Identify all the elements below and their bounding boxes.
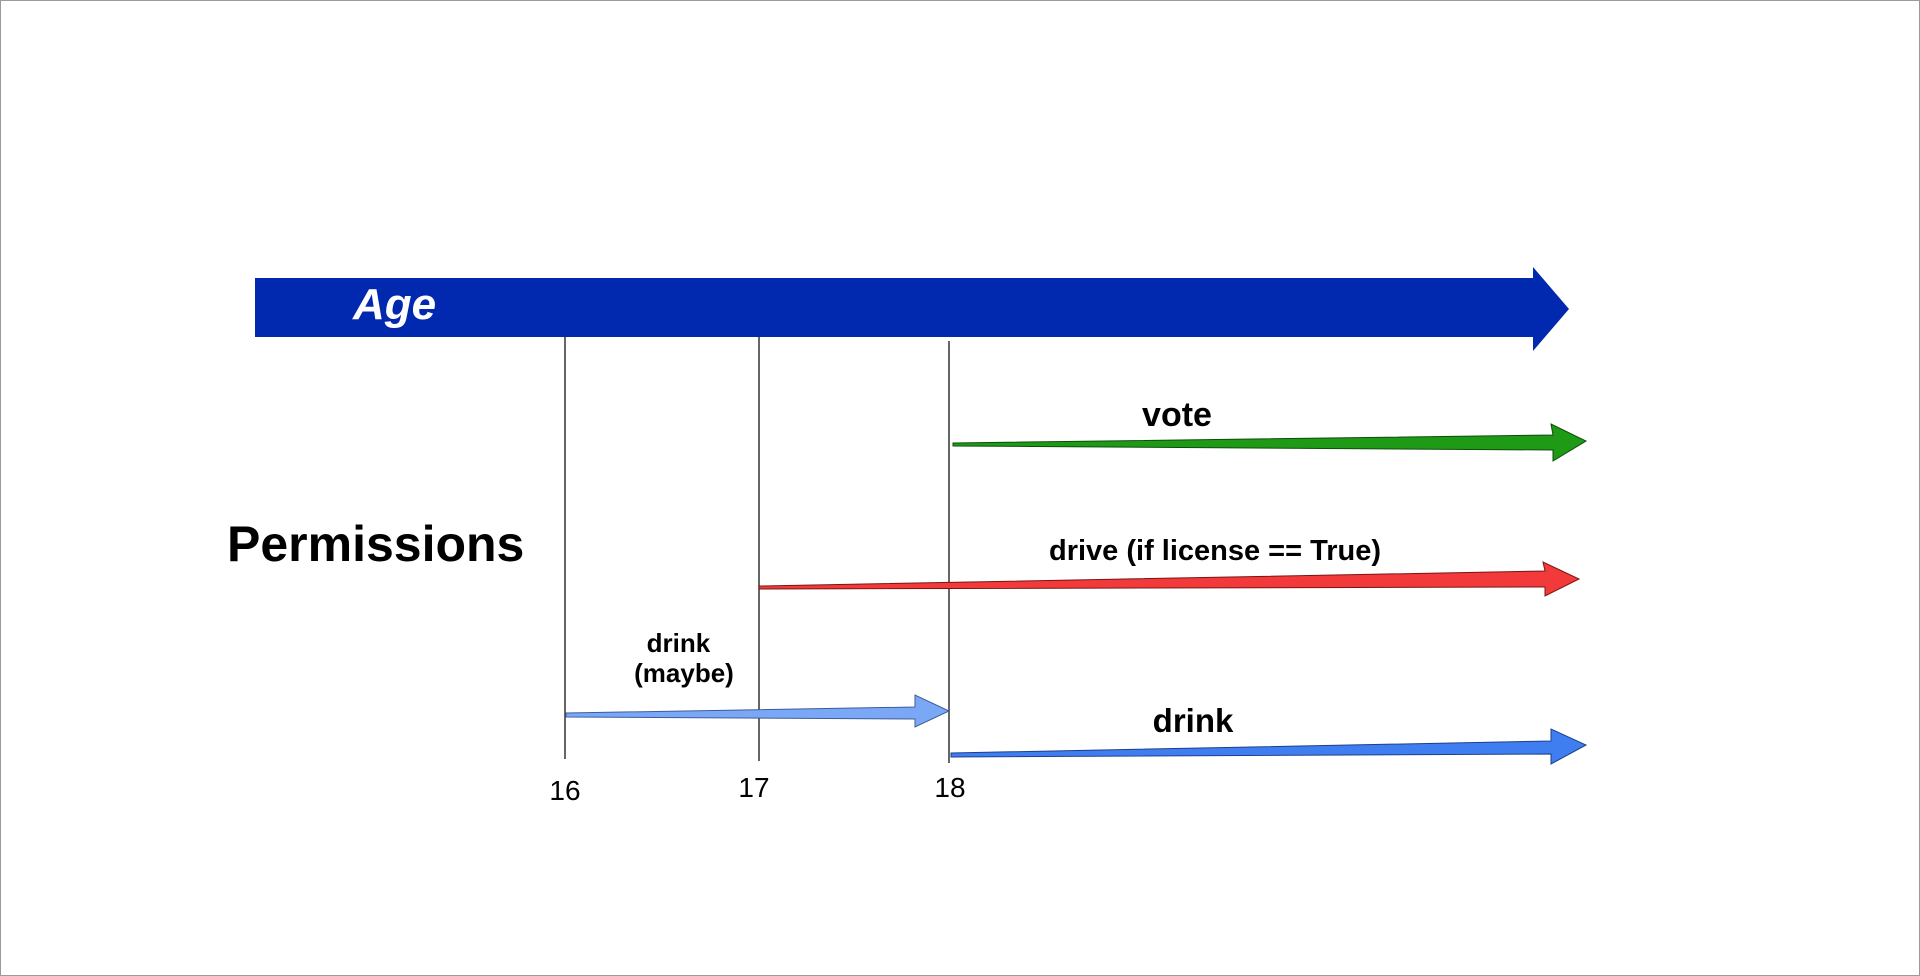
- drink-arrow: [950, 728, 1588, 765]
- vote-arrow: [952, 423, 1588, 462]
- drink-maybe-arrow: [565, 694, 951, 728]
- tick-label-18: 18: [934, 772, 965, 803]
- permission-drive: drive (if license == True): [758, 535, 1581, 597]
- drink-maybe-label: drink (maybe): [634, 628, 734, 688]
- drink-label: drink: [1153, 702, 1234, 739]
- permission-drink: drink: [950, 702, 1588, 765]
- age-axis: Age: [255, 267, 1569, 351]
- age-axis-arrow: [255, 267, 1569, 351]
- drink-maybe-label-line-1: drink: [647, 628, 711, 658]
- permission-drink-maybe: drink (maybe): [565, 628, 951, 728]
- tick-label-17: 17: [738, 772, 769, 803]
- permission-vote: vote: [952, 396, 1588, 462]
- vote-label: vote: [1142, 396, 1212, 434]
- permissions-title: Permissions: [227, 516, 524, 572]
- drive-arrow: [758, 561, 1581, 597]
- age-ticks: 16 17 18: [549, 337, 966, 806]
- drink-maybe-label-line-2: (maybe): [634, 658, 734, 688]
- tick-label-16: 16: [549, 775, 580, 806]
- drive-label: drive (if license == True): [1049, 535, 1381, 567]
- age-axis-label: Age: [352, 280, 436, 329]
